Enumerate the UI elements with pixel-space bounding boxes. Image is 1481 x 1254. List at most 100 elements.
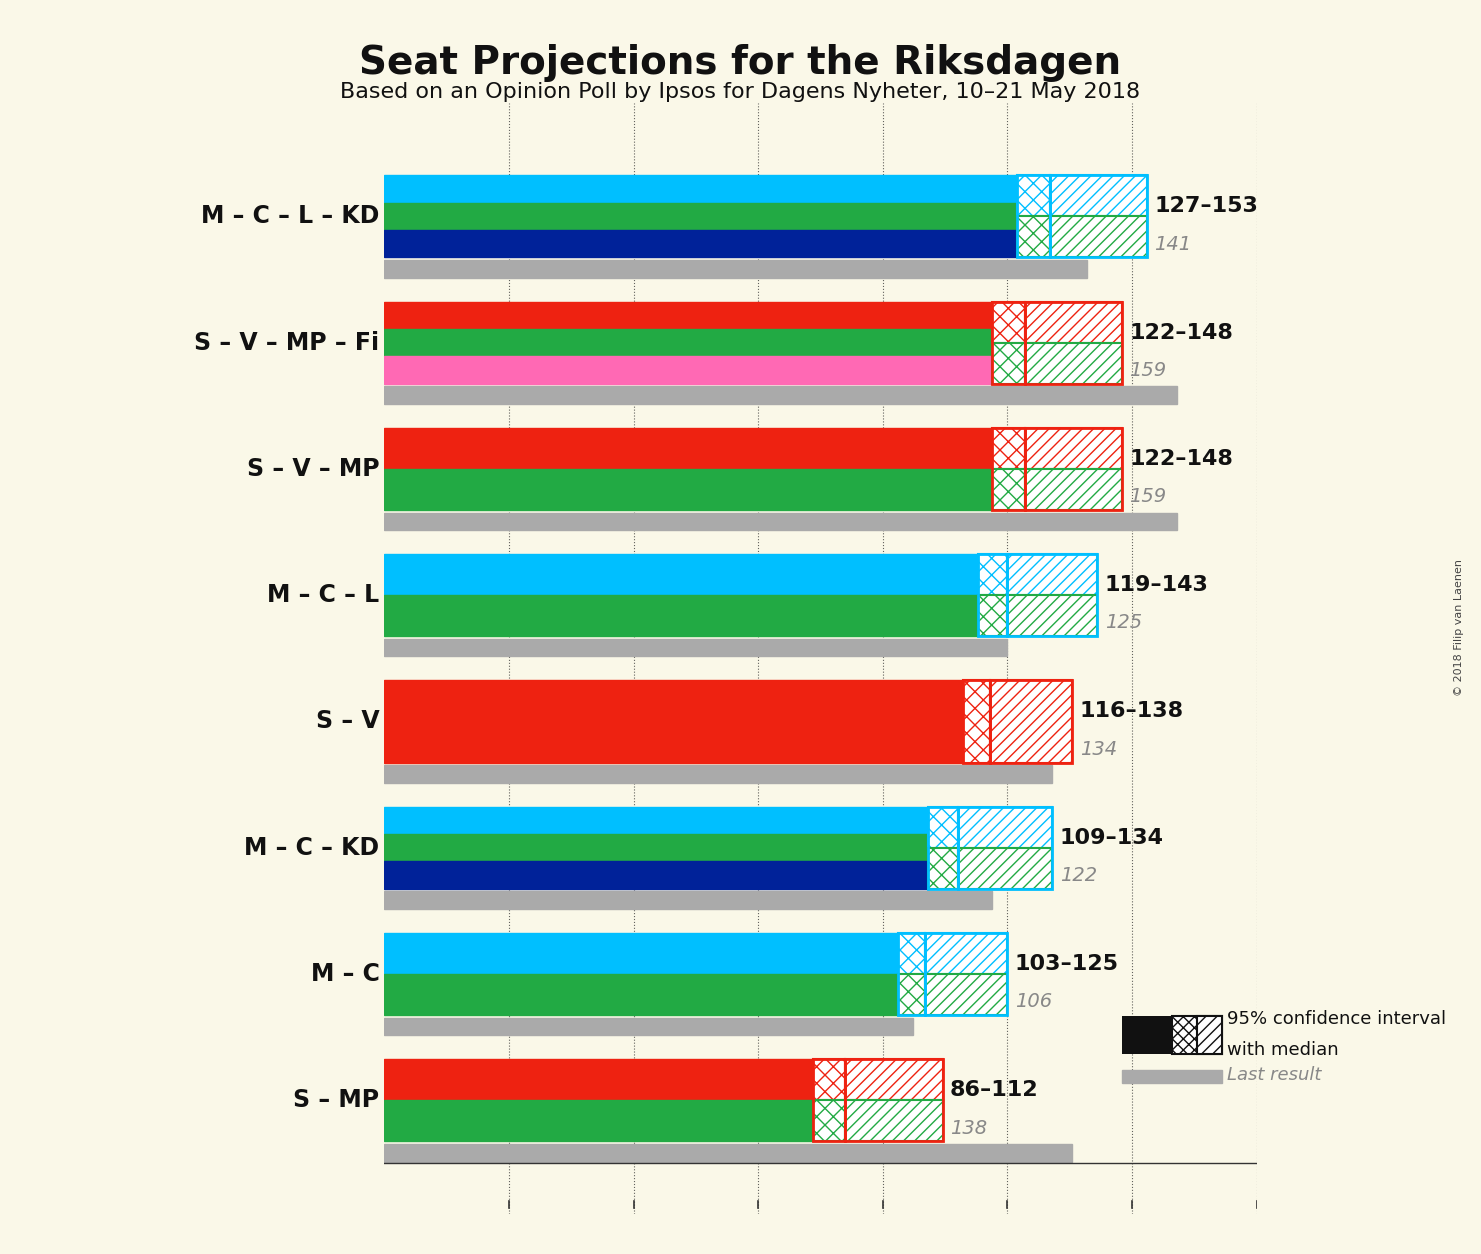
Bar	[977, 596, 1007, 636]
Bar	[926, 933, 1007, 974]
Bar	[385, 861, 927, 889]
Bar	[963, 681, 989, 762]
Bar	[385, 1017, 912, 1036]
Bar	[992, 302, 1025, 342]
Bar	[1025, 342, 1123, 384]
Bar	[385, 806, 927, 834]
Text: Based on an Opinion Poll by Ipsos for Dagens Nyheter, 10–21 May 2018: Based on an Opinion Poll by Ipsos for Da…	[341, 82, 1140, 102]
Bar	[385, 834, 927, 861]
Bar	[1171, 1016, 1222, 1053]
Bar	[813, 1100, 846, 1141]
Bar	[1025, 428, 1123, 469]
Bar	[813, 1060, 846, 1100]
Bar	[385, 356, 992, 384]
Bar	[385, 428, 992, 469]
Bar	[1197, 1016, 1222, 1053]
Bar	[385, 933, 897, 974]
Bar	[897, 933, 926, 974]
Bar	[992, 342, 1025, 384]
Text: S – V: S – V	[315, 710, 379, 734]
Bar	[992, 302, 1025, 384]
Text: Last result: Last result	[1226, 1066, 1321, 1085]
Bar	[1050, 176, 1146, 257]
Bar	[1007, 596, 1097, 636]
Bar	[385, 1144, 1072, 1161]
Bar	[385, 554, 977, 596]
Text: 119–143: 119–143	[1105, 576, 1208, 596]
Bar	[927, 848, 958, 889]
Bar	[897, 974, 926, 1014]
Bar	[1017, 176, 1050, 217]
Text: 116–138: 116–138	[1080, 701, 1183, 721]
Bar	[992, 428, 1025, 510]
Text: S – MP: S – MP	[293, 1088, 379, 1112]
Text: 86–112: 86–112	[951, 1080, 1038, 1100]
Bar	[1007, 554, 1097, 596]
Text: M – C – KD: M – C – KD	[244, 835, 379, 860]
Bar	[385, 1060, 813, 1100]
Bar	[926, 933, 1007, 1014]
Text: 122: 122	[1060, 867, 1097, 885]
Bar	[977, 554, 1007, 596]
Bar	[989, 681, 1072, 762]
Bar	[958, 806, 1053, 889]
Text: S – V – MP: S – V – MP	[247, 456, 379, 482]
Bar	[385, 638, 1007, 656]
Text: © 2018 Filip van Laenen: © 2018 Filip van Laenen	[1454, 558, 1463, 696]
Bar	[813, 1060, 846, 1141]
Text: 159: 159	[1130, 488, 1167, 507]
Bar	[1025, 302, 1123, 342]
Bar	[1123, 1070, 1222, 1082]
Text: 122–148: 122–148	[1130, 322, 1234, 342]
Bar	[958, 806, 1053, 848]
Bar	[846, 1100, 942, 1141]
Text: 138: 138	[951, 1119, 988, 1137]
Bar	[1025, 469, 1123, 510]
Bar	[1025, 302, 1123, 384]
Bar	[1017, 217, 1050, 257]
Text: M – C – L: M – C – L	[267, 583, 379, 607]
Bar	[385, 176, 1017, 203]
Bar	[1007, 554, 1097, 636]
Bar	[385, 260, 1087, 277]
Text: Seat Projections for the Riksdagen: Seat Projections for the Riksdagen	[360, 44, 1121, 82]
Bar	[385, 469, 992, 510]
Text: S – V – MP – Fi: S – V – MP – Fi	[194, 331, 379, 355]
Bar	[926, 974, 1007, 1014]
Bar	[385, 681, 963, 762]
Text: 125: 125	[1105, 613, 1142, 632]
Text: 109–134: 109–134	[1060, 828, 1164, 848]
Bar	[385, 302, 992, 329]
Text: 106: 106	[1014, 992, 1052, 1011]
Bar	[927, 806, 958, 848]
Bar	[1017, 176, 1050, 257]
Bar	[1050, 217, 1146, 257]
Bar	[992, 469, 1025, 510]
Bar	[385, 513, 1177, 530]
Bar	[385, 229, 1017, 257]
Bar	[385, 386, 1177, 404]
Text: 95% confidence interval: 95% confidence interval	[1226, 1011, 1445, 1028]
Text: 141: 141	[1154, 234, 1192, 253]
Bar	[1050, 176, 1146, 217]
Bar	[963, 681, 989, 762]
Text: M – C – L – KD: M – C – L – KD	[201, 204, 379, 228]
Bar	[992, 428, 1025, 469]
Bar	[385, 765, 1053, 782]
Text: 127–153: 127–153	[1154, 197, 1259, 217]
Text: 159: 159	[1130, 361, 1167, 380]
Bar	[989, 681, 1072, 762]
Bar	[846, 1060, 942, 1100]
Bar	[385, 1100, 813, 1141]
Text: 103–125: 103–125	[1014, 954, 1118, 974]
Bar	[897, 933, 926, 1014]
Text: with median: with median	[1226, 1041, 1339, 1058]
Bar	[385, 203, 1017, 229]
Bar	[927, 806, 958, 889]
Bar	[385, 974, 897, 1014]
Bar	[846, 1060, 942, 1141]
Bar	[1123, 1016, 1171, 1053]
Text: 122–148: 122–148	[1130, 449, 1234, 469]
Bar	[385, 892, 992, 909]
Bar	[1025, 428, 1123, 510]
